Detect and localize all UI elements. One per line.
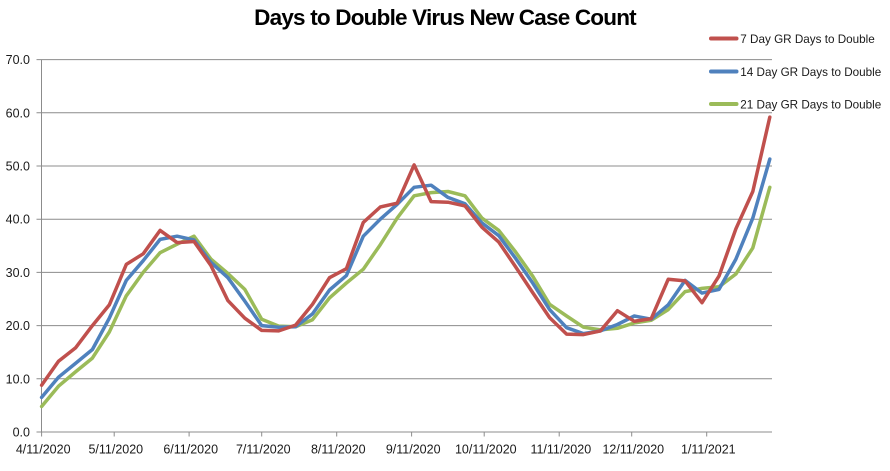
- svg-text:30.0: 30.0: [6, 266, 30, 280]
- svg-text:5/11/2020: 5/11/2020: [88, 443, 143, 457]
- svg-text:40.0: 40.0: [6, 213, 30, 227]
- svg-text:20.0: 20.0: [6, 319, 30, 333]
- svg-text:1/11/2021: 1/11/2021: [681, 443, 736, 457]
- svg-text:50.0: 50.0: [6, 160, 30, 174]
- svg-text:Days to Double Virus New Case: Days to Double Virus New Case Count: [254, 5, 637, 30]
- svg-text:60.0: 60.0: [6, 106, 30, 120]
- svg-text:10.0: 10.0: [6, 372, 30, 386]
- svg-text:8/11/2020: 8/11/2020: [311, 443, 366, 457]
- svg-text:11/11/2020: 11/11/2020: [530, 443, 591, 457]
- svg-text:70.0: 70.0: [6, 53, 30, 67]
- svg-text:14 Day GR Days to Double: 14 Day GR Days to Double: [740, 66, 881, 79]
- svg-text:21 Day GR Days to Double: 21 Day GR Days to Double: [740, 98, 881, 111]
- svg-text:7 Day GR Days to Double: 7 Day GR Days to Double: [740, 33, 874, 46]
- svg-text:0.0: 0.0: [13, 426, 30, 440]
- svg-text:9/11/2020: 9/11/2020: [386, 443, 441, 457]
- svg-text:10/11/2020: 10/11/2020: [455, 443, 517, 457]
- svg-text:7/11/2020: 7/11/2020: [236, 443, 291, 457]
- svg-text:6/11/2020: 6/11/2020: [163, 443, 218, 457]
- svg-text:4/11/2020: 4/11/2020: [16, 443, 71, 457]
- svg-text:12/11/2020: 12/11/2020: [602, 443, 664, 457]
